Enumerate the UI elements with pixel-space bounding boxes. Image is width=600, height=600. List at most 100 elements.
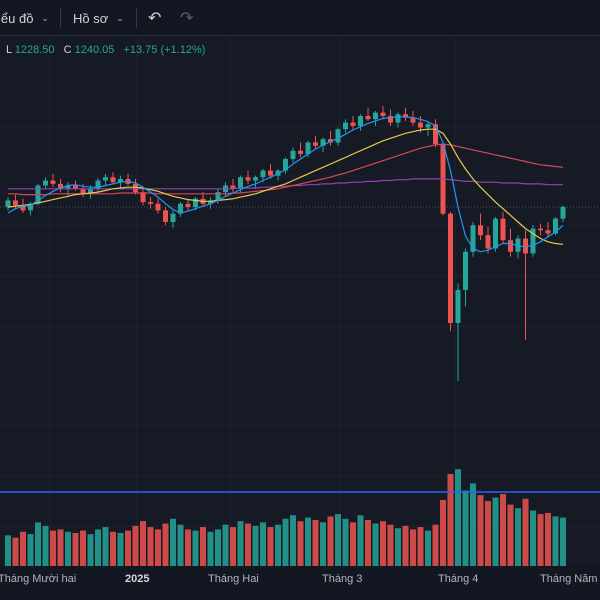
- volume-bar: [522, 498, 529, 566]
- candle-body: [290, 150, 296, 160]
- candle-body: [343, 122, 348, 130]
- volume-bar: [425, 530, 431, 566]
- candle-body: [193, 198, 198, 208]
- volume-bar: [395, 528, 401, 566]
- candlestick-chart[interactable]: Tháng Mười hai 2025 Tháng Hai Tháng 3 Tháng …: [0, 36, 600, 600]
- candle-body: [515, 238, 521, 252]
- candle-body: [485, 235, 491, 249]
- volume-bar: [215, 529, 221, 566]
- candle-body: [313, 142, 318, 146]
- candle-body: [328, 139, 333, 143]
- toolbar-divider: [136, 8, 137, 28]
- toolbar-divider: [60, 8, 61, 28]
- candle-body: [275, 170, 281, 176]
- candle-body: [5, 200, 11, 208]
- candle-body: [320, 139, 326, 146]
- volume-bar: [117, 532, 124, 566]
- volume-bar: [530, 510, 536, 566]
- candle-body: [148, 202, 153, 204]
- undo-icon[interactable]: ↶: [148, 10, 162, 27]
- volume-bar: [320, 522, 326, 566]
- volume-bar: [545, 512, 551, 566]
- volume-bar: [387, 524, 394, 566]
- ma-fast-line: [7, 116, 564, 253]
- x-axis-label: 2025: [125, 573, 149, 585]
- volume-bar: [87, 534, 94, 566]
- candle-body: [470, 225, 476, 252]
- candle-body: [365, 115, 371, 120]
- volume-bar: [485, 501, 491, 566]
- candle-body: [268, 170, 273, 176]
- candle-body: [350, 122, 356, 126]
- volume-bar: [192, 530, 199, 566]
- candle-body: [95, 180, 101, 189]
- volume-bar: [95, 529, 101, 566]
- candle-body: [238, 177, 243, 189]
- volume-bar: [350, 522, 356, 566]
- volume-bar: [500, 494, 506, 566]
- candle-body: [380, 112, 386, 116]
- profile-menu-label: Hồ sơ: [73, 10, 109, 26]
- volume-bar: [12, 537, 19, 566]
- volume-bar: [477, 495, 484, 566]
- candle-body: [463, 251, 468, 290]
- volume-bar: [327, 516, 334, 566]
- candle-body: [410, 117, 416, 123]
- redo-icon[interactable]: ↷: [180, 10, 194, 27]
- candle-body: [80, 188, 86, 194]
- candle-body: [28, 203, 33, 211]
- candle-body: [50, 180, 56, 184]
- chart-menu-button[interactable]: iểu đồ ⌄: [0, 0, 49, 36]
- chart-pane[interactable]: Tháng Mười hai 2025 Tháng Hai Tháng 3 Tháng …: [0, 36, 600, 600]
- candle-body: [388, 115, 393, 123]
- low-value: 1228.50: [14, 44, 55, 56]
- candle-body: [230, 185, 236, 189]
- volume-bar: [462, 490, 469, 566]
- volume-bar: [50, 530, 56, 566]
- x-axis-label: Tháng Hai: [208, 573, 259, 585]
- candle-body: [403, 114, 408, 118]
- volume-bar: [72, 532, 79, 566]
- volume-bar: [140, 521, 146, 566]
- close-value: 1240.05: [74, 44, 115, 56]
- volume-bar: [410, 529, 416, 566]
- volume-bar: [147, 527, 154, 566]
- volume-bar: [222, 524, 229, 566]
- volume-bar: [537, 514, 544, 566]
- profile-menu-button[interactable]: Hồ sơ ⌄: [73, 0, 124, 36]
- volume-bar: [200, 527, 206, 566]
- candle-body: [73, 185, 78, 189]
- volume-bar: [237, 521, 244, 566]
- candle-body: [65, 185, 71, 189]
- volume-bar: [185, 529, 191, 566]
- candle-body: [358, 115, 363, 126]
- candle-body: [455, 289, 461, 324]
- volume-bar: [162, 523, 169, 566]
- volume-bar: [432, 524, 439, 566]
- candle-body: [305, 142, 311, 155]
- x-axis-label: Tháng Mười hai: [0, 573, 76, 585]
- ma-slowest-line: [8, 178, 563, 190]
- candle-body: [433, 124, 438, 145]
- close-label: C: [63, 44, 72, 56]
- candle-body: [553, 218, 558, 234]
- volume-bar: [80, 530, 86, 566]
- candle-body: [253, 177, 258, 181]
- volume-bar: [507, 504, 514, 566]
- candle-body: [185, 203, 191, 208]
- candle-body: [215, 192, 221, 201]
- moving-averages-layer: [7, 116, 564, 253]
- candle-body: [13, 200, 18, 206]
- candle-body: [395, 114, 401, 123]
- ohlc-legend: L 1228.50 C 1240.05 +13.75 (+1.12%): [6, 44, 211, 56]
- x-axis-label: Tháng 4: [438, 573, 478, 585]
- volume-bar: [305, 517, 311, 566]
- candle-body: [523, 238, 528, 254]
- volume-bar: [65, 531, 71, 566]
- candle-body: [140, 192, 146, 203]
- candle-body: [245, 177, 251, 181]
- candle-body: [538, 228, 543, 231]
- volume-bar: [447, 473, 454, 566]
- low-label: L: [6, 44, 12, 56]
- x-axis-label: Tháng Năm: [540, 573, 597, 585]
